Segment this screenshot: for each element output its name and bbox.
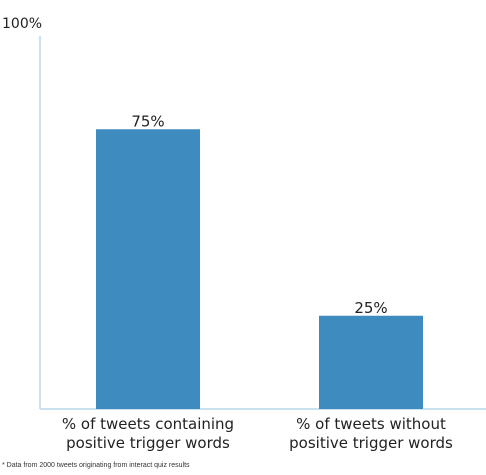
y-tick-label-0: 100% bbox=[2, 16, 42, 32]
data-label-0: 75% bbox=[131, 112, 164, 130]
category-label-1-line-1: positive trigger words bbox=[289, 434, 453, 452]
footnote: * Data from 2000 tweets originating from… bbox=[2, 462, 190, 469]
category-label-0-line-1: positive trigger words bbox=[66, 434, 230, 452]
data-label-1: 25% bbox=[354, 299, 387, 317]
bar-0 bbox=[96, 129, 200, 409]
category-label-1-line-0: % of tweets without bbox=[296, 415, 446, 433]
bar-1 bbox=[319, 315, 423, 409]
category-label-0-line-0: % of tweets containing bbox=[62, 415, 234, 433]
